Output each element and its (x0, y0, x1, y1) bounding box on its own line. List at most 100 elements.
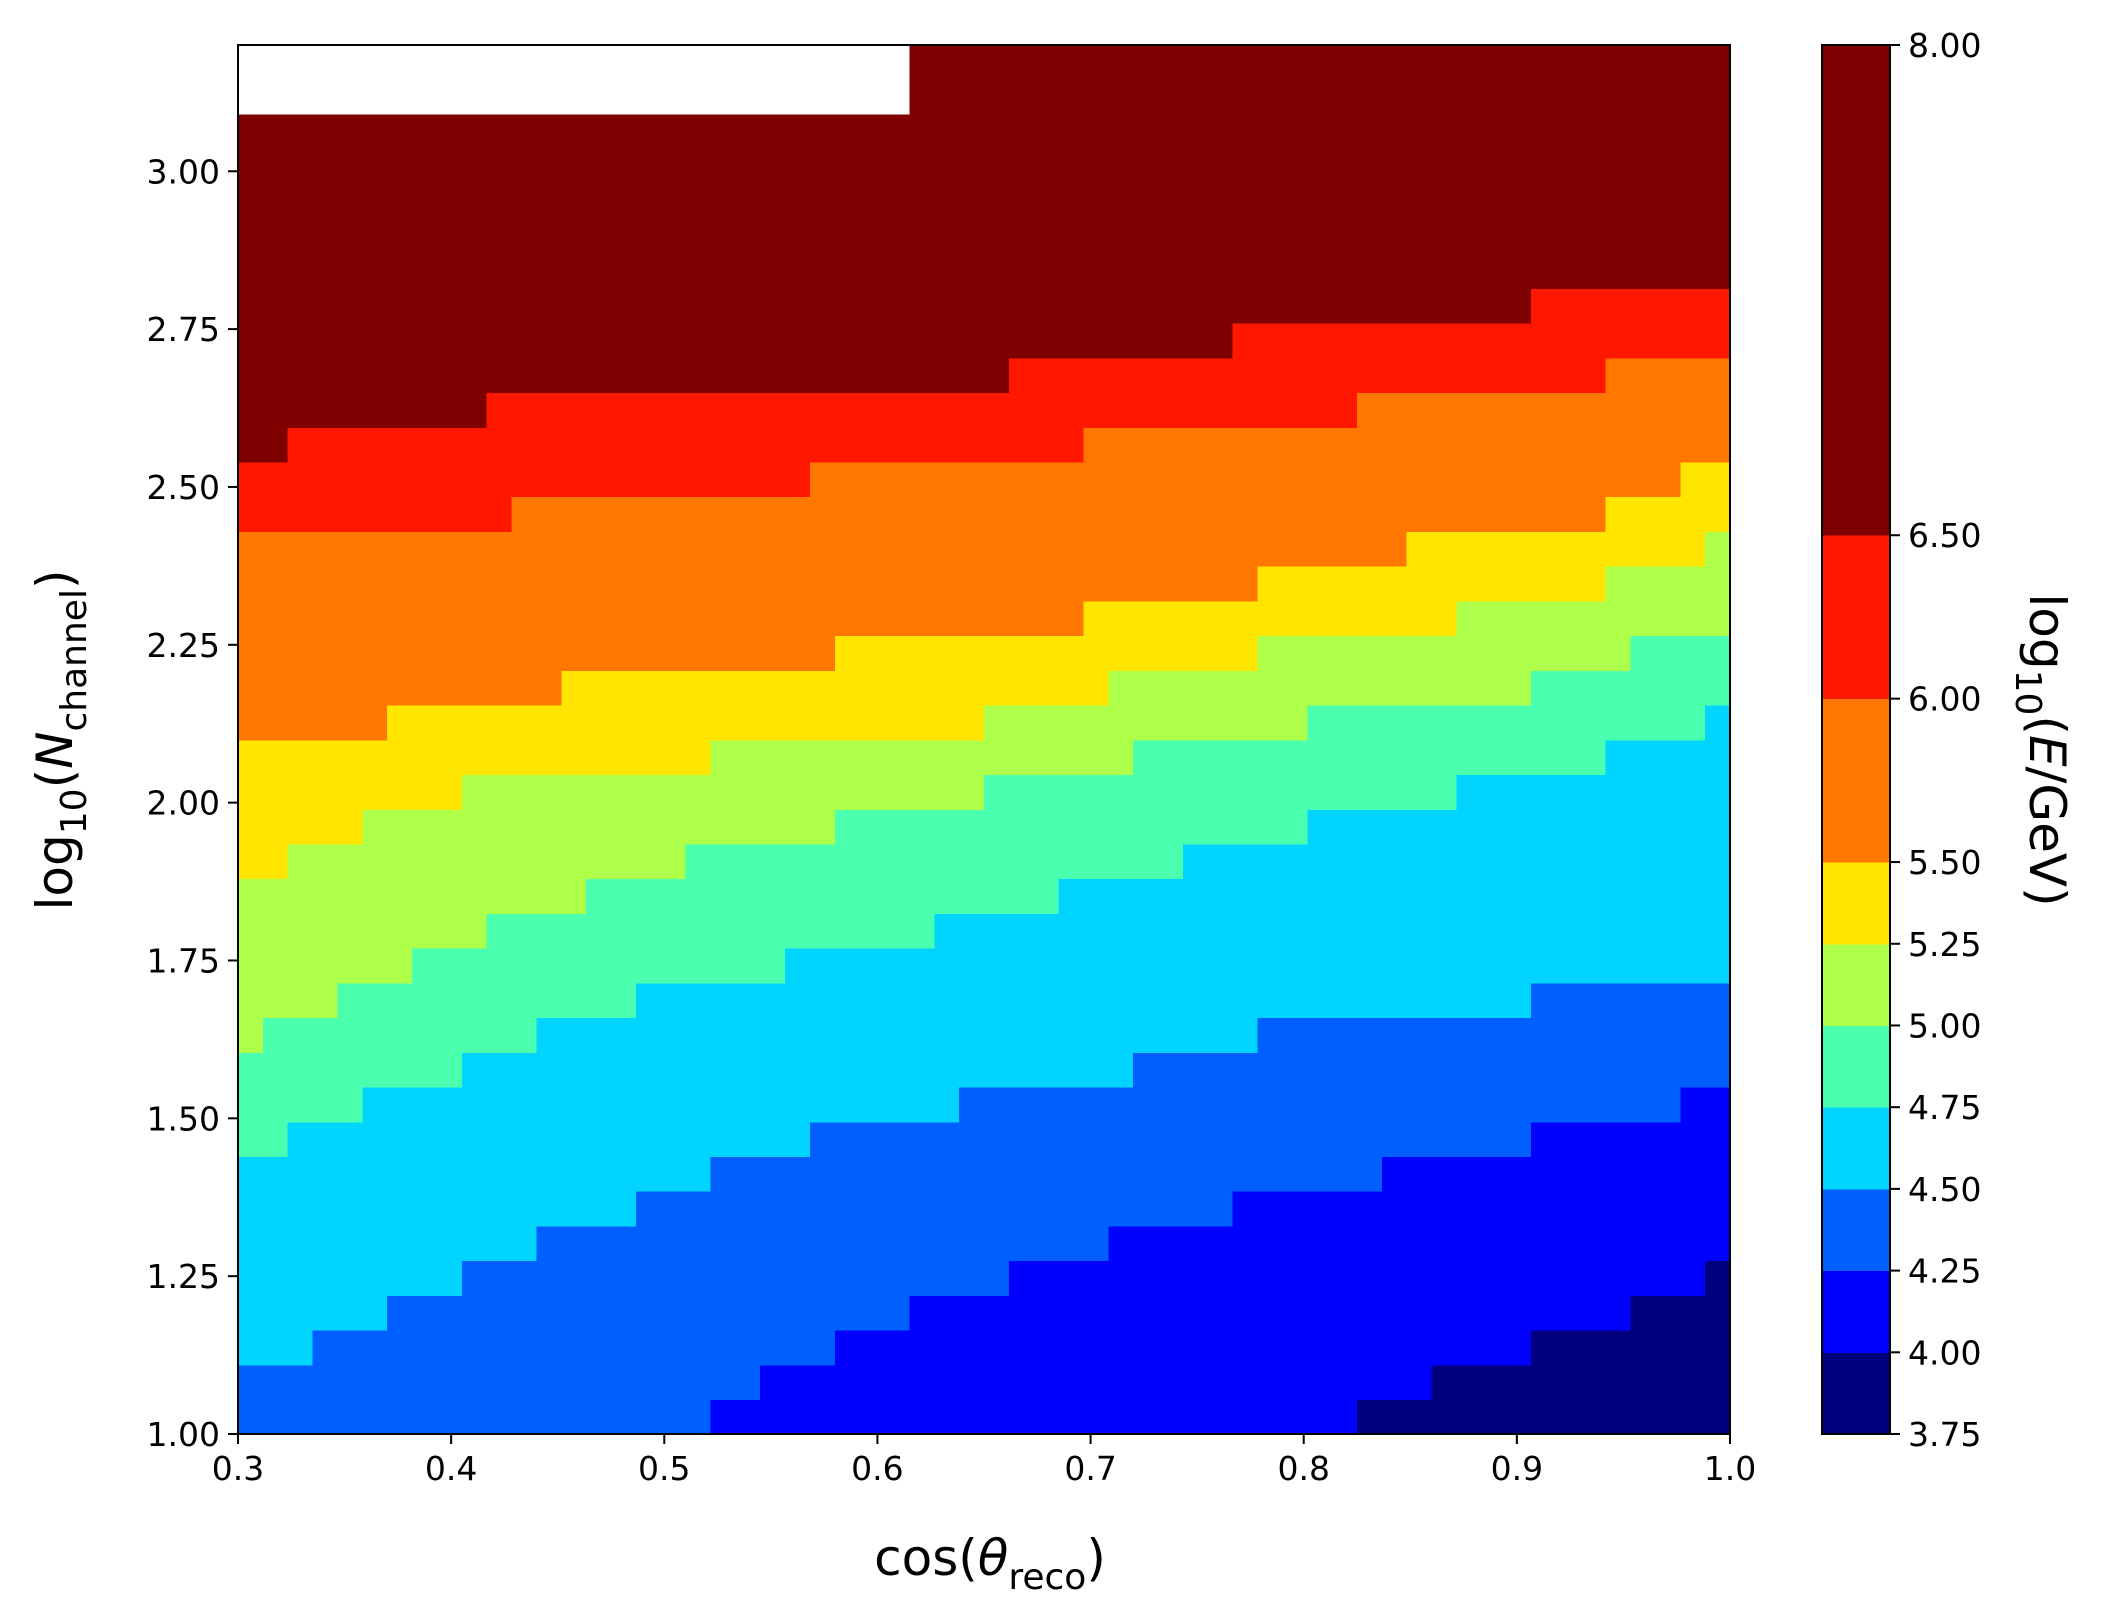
heatmap-cell (536, 392, 563, 428)
heatmap-cell (984, 426, 1010, 463)
heatmap-cell (1232, 670, 1259, 706)
heatmap-cell (1357, 461, 1383, 498)
heatmap-cell (561, 670, 587, 706)
heatmap-cell (1655, 218, 1682, 255)
heatmap-cell (262, 1295, 289, 1331)
heatmap-cell (1357, 1121, 1383, 1157)
heatmap-cell (1282, 79, 1309, 116)
heatmap-cell (1257, 982, 1284, 1019)
heatmap-cell (1033, 1399, 1060, 1435)
heatmap-cell (785, 704, 811, 741)
heatmap-cell (1506, 1399, 1532, 1435)
heatmap-cell (1282, 947, 1309, 984)
heatmap-cell (1158, 878, 1184, 914)
heatmap-cell (884, 496, 911, 532)
heatmap-cell (1133, 739, 1159, 776)
heatmap-cell (1630, 1399, 1657, 1435)
heatmap-cell (934, 947, 960, 984)
heatmap-cell (1307, 392, 1333, 428)
heatmap-cell (959, 426, 985, 463)
heatmap-cell (984, 183, 1010, 220)
heatmap-cell (1282, 426, 1309, 463)
heatmap-cell (611, 1121, 637, 1157)
heatmap-cell (660, 1329, 687, 1366)
heatmap-cell (1207, 288, 1234, 324)
heatmap-cell (1680, 1156, 1706, 1192)
heatmap-cell (1232, 79, 1259, 116)
heatmap-cell (1033, 739, 1060, 776)
heatmap-cell (1332, 218, 1358, 255)
heatmap-cell (287, 1399, 314, 1435)
heatmap-cell (909, 1017, 936, 1053)
heatmap-cell (262, 1260, 289, 1296)
heatmap-cell (387, 461, 413, 498)
heatmap-cell (611, 947, 637, 984)
heatmap-cell (1307, 600, 1333, 637)
heatmap-cell (1555, 114, 1582, 150)
heatmap-cell (1655, 1017, 1682, 1053)
heatmap-cell (1456, 253, 1483, 289)
heatmap-cell (660, 1086, 687, 1123)
colorbar-tick-label: 4.50 (1908, 1170, 1981, 1209)
heatmap-cell (1555, 149, 1582, 185)
heatmap-cell (760, 322, 786, 359)
heatmap-cell (611, 982, 637, 1019)
heatmap-cell (1580, 982, 1607, 1019)
heatmap-cell (834, 218, 861, 255)
heatmap-cell (1630, 426, 1657, 463)
heatmap-cell (1083, 1260, 1110, 1296)
y-tick-label: 3.00 (147, 152, 220, 191)
heatmap-cell (1357, 1329, 1383, 1366)
heatmap-cell (1456, 1260, 1483, 1296)
heatmap-cell (685, 149, 712, 185)
heatmap-cell (959, 322, 985, 359)
heatmap-cell (1431, 218, 1458, 255)
heatmap-cell (710, 878, 737, 914)
heatmap-cell (1655, 496, 1682, 532)
heatmap-cell (1282, 600, 1309, 637)
heatmap-cell (1207, 45, 1234, 81)
heatmap-cell (611, 253, 637, 289)
heatmap-cell (312, 114, 339, 150)
heatmap-cell (909, 253, 936, 289)
heatmap-cell (859, 114, 886, 150)
heatmap-cell (1332, 808, 1358, 845)
heatmap-cell (611, 913, 637, 949)
heatmap-cell (1108, 1156, 1134, 1192)
heatmap-cell (1232, 114, 1259, 150)
heatmap-cell (312, 218, 339, 255)
heatmap-cell (1232, 982, 1259, 1019)
heatmap-cell (1605, 149, 1632, 185)
heatmap-cell (834, 1329, 861, 1366)
heatmap-cell (387, 982, 413, 1019)
heatmap-cell (287, 218, 314, 255)
heatmap-cell (1655, 1190, 1682, 1227)
heatmap-cell (312, 531, 339, 567)
heatmap-cell (1705, 1295, 1731, 1331)
heatmap-cell (1506, 739, 1532, 776)
heatmap-cell (859, 461, 886, 498)
heatmap-cell (1655, 1225, 1682, 1262)
heatmap-cell (1705, 739, 1731, 776)
heatmap-cell (561, 496, 587, 532)
heatmap-cell (1257, 774, 1284, 810)
heatmap-cell (1257, 1260, 1284, 1296)
heatmap-cell (387, 357, 413, 394)
heatmap-cell (1431, 635, 1458, 671)
heatmap-cell (1456, 1329, 1483, 1366)
heatmap-cell (461, 1190, 488, 1227)
heatmap-cell (635, 531, 662, 567)
heatmap-cell (387, 496, 413, 532)
heatmap-cell (934, 982, 960, 1019)
heatmap-cell (387, 426, 413, 463)
heatmap-cell (362, 1295, 388, 1331)
heatmap-cell (1058, 565, 1085, 602)
heatmap-cell (1058, 913, 1085, 949)
heatmap-cell (1008, 426, 1035, 463)
heatmap-cell (1531, 1086, 1557, 1123)
heatmap-cell (586, 1156, 612, 1192)
heatmap-cell (1083, 704, 1110, 741)
heatmap-cell (859, 1190, 886, 1227)
heatmap-cell (1357, 79, 1383, 116)
heatmap-cell (834, 114, 861, 150)
